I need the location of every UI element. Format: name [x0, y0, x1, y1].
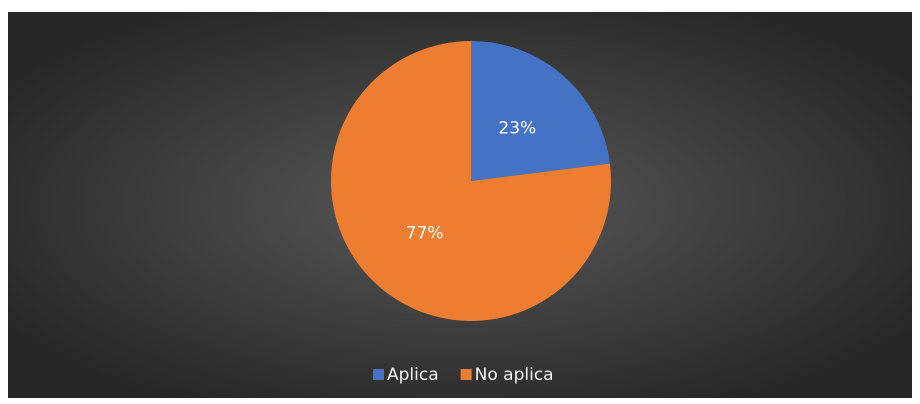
pie-slice	[331, 41, 611, 321]
legend-swatch	[373, 369, 384, 380]
legend-label: Aplica	[387, 365, 439, 385]
pie-slice	[471, 41, 610, 181]
data-label: 77%	[406, 224, 444, 244]
data-label: 23%	[498, 118, 536, 138]
legend-label: No aplica	[475, 365, 554, 385]
legend-swatch	[460, 369, 472, 380]
